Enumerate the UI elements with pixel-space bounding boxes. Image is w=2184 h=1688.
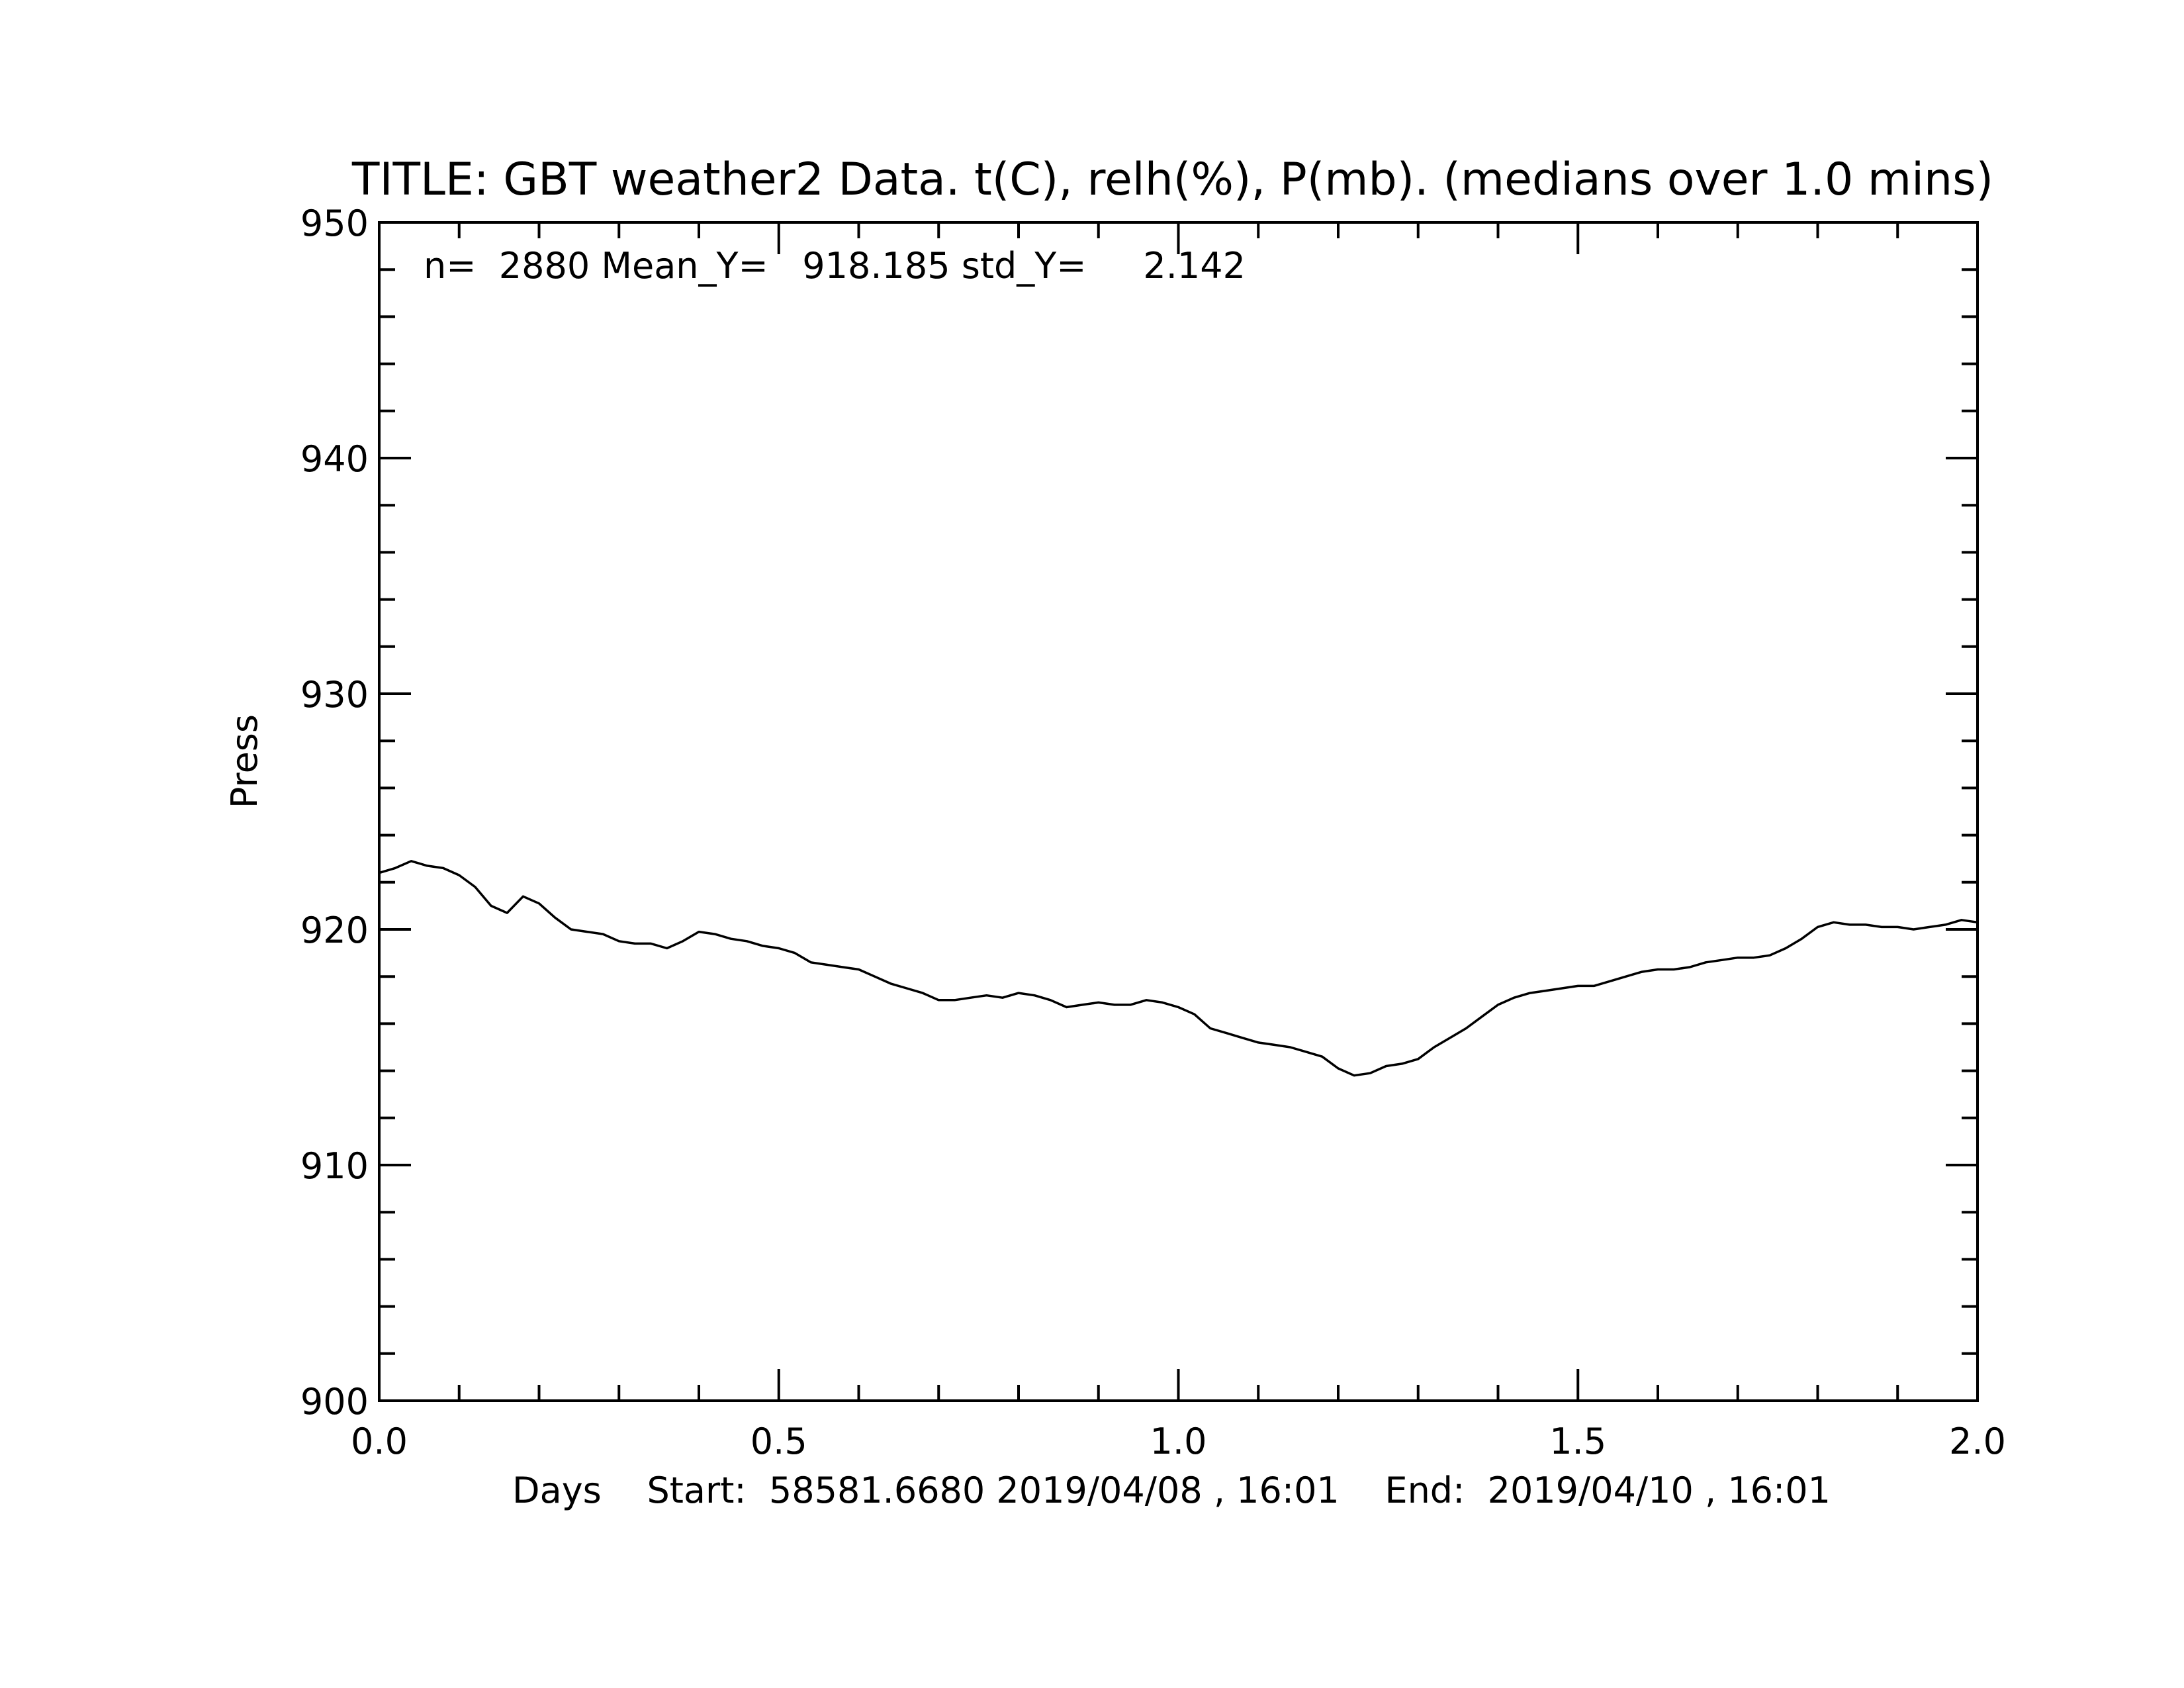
y-tick-label: 930	[300, 674, 369, 716]
x-tick-label: 1.5	[1549, 1421, 1606, 1462]
x-tick-label: 2.0	[1949, 1421, 2006, 1462]
x-tick-label: 1.0	[1150, 1421, 1207, 1462]
series-line-pressure	[379, 860, 1978, 1077]
y-tick-label: 950	[300, 203, 369, 244]
y-tick-label: 920	[300, 910, 369, 951]
y-axis-label: Press	[224, 714, 265, 808]
y-tick-label: 910	[300, 1145, 369, 1187]
chart-title: TITLE: GBT weather2 Data. t(C), relh(%),…	[351, 154, 1993, 206]
x-tick-label: 0.5	[751, 1421, 807, 1462]
y-tick-label: 940	[300, 438, 369, 480]
x-axis-label: Days Start: 58581.6680 2019/04/08 , 16:0…	[512, 1470, 1831, 1511]
plot-frame	[378, 221, 1979, 1402]
tick-labels: 0.0 0.5 1.0 1.5 2.0 900 910 920 930 940 950	[300, 203, 2006, 1462]
y-tick-label: 900	[300, 1381, 369, 1423]
axis-ticks	[378, 221, 1979, 1402]
chart-stats: n= 2880 Mean_Y= 918.185 std_Y= 2.142	[424, 245, 1246, 287]
x-tick-label: 0.0	[351, 1421, 408, 1462]
